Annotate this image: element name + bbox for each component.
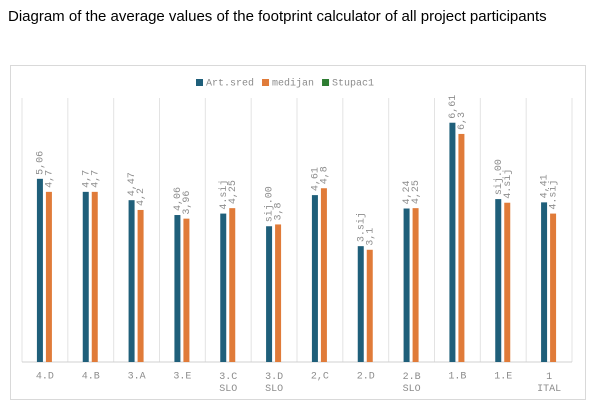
x-tick-label: 2.D (357, 372, 375, 383)
value-label: 3,8 (274, 202, 285, 220)
bar (412, 208, 419, 362)
value-label: sij.00 (264, 186, 276, 222)
value-label: 5,06 (36, 151, 47, 175)
x-tick-label: 4.B (82, 372, 100, 383)
bar (449, 122, 456, 362)
value-label: 4.sij (548, 180, 560, 210)
chart-title: Diagram of the average values of the foo… (8, 8, 547, 25)
value-label: 3,96 (182, 191, 193, 215)
legend-label: Art.sred (206, 78, 254, 90)
bar (504, 202, 511, 362)
bar (550, 213, 557, 362)
bar (220, 213, 227, 362)
value-label: 4,24 (402, 180, 413, 204)
bar (174, 215, 181, 362)
x-tick-label: 3.E (173, 372, 191, 383)
bar (541, 202, 548, 362)
bar (45, 191, 52, 362)
value-label: 4,7 (81, 170, 92, 188)
bar (366, 249, 373, 362)
bar (183, 218, 190, 362)
legend-label: Stupac1 (332, 79, 374, 90)
bar (137, 209, 144, 362)
value-label: 4,7 (90, 170, 101, 188)
value-label: 4,25 (228, 180, 239, 204)
bar (458, 133, 465, 362)
x-tick-label: 2.B SLO (403, 372, 421, 395)
bar (320, 188, 327, 362)
value-label: 4,25 (411, 180, 422, 204)
value-label: 6,3 (457, 112, 468, 130)
x-tick-label: 2,C (311, 372, 329, 383)
legend-swatch (262, 79, 270, 86)
x-tick-label: 1.B (448, 372, 466, 383)
bar (128, 200, 135, 362)
x-tick-label: 3.D SLO (265, 372, 283, 395)
bar (91, 191, 98, 362)
value-label: 3,1 (365, 228, 376, 246)
bar (275, 224, 282, 362)
bar (495, 199, 502, 362)
value-label: 4,61 (311, 167, 322, 191)
bar (36, 178, 43, 362)
x-tick-label: 3.C SLO (219, 372, 237, 395)
bar (266, 226, 273, 362)
bar (311, 195, 318, 362)
x-tick-label: 1.E (494, 372, 512, 383)
bar (229, 208, 236, 362)
value-label: 4,2 (136, 188, 147, 206)
value-label: sij.00 (493, 159, 505, 195)
x-tick-label: 3.A (128, 372, 146, 383)
chart-frame (10, 65, 586, 400)
value-label: 4,06 (173, 187, 184, 211)
value-label: 4,8 (320, 166, 331, 184)
legend-label: medijan (272, 78, 314, 90)
bar (357, 246, 364, 362)
legend-swatch (322, 79, 330, 86)
bar (403, 208, 410, 362)
value-label: 4,41 (540, 174, 551, 198)
value-label: 4,47 (127, 172, 138, 196)
x-tick-label: 4.D (36, 372, 54, 383)
bar (82, 191, 89, 362)
value-label: 4,7 (45, 170, 56, 188)
value-label: 6,61 (448, 95, 459, 119)
x-tick-label: 1 ITAL (537, 372, 561, 395)
legend-swatch (196, 79, 203, 86)
value-label: 4.sij (502, 169, 514, 199)
value-label: 4.sij (218, 180, 230, 210)
value-label: 3.sij (355, 212, 367, 242)
